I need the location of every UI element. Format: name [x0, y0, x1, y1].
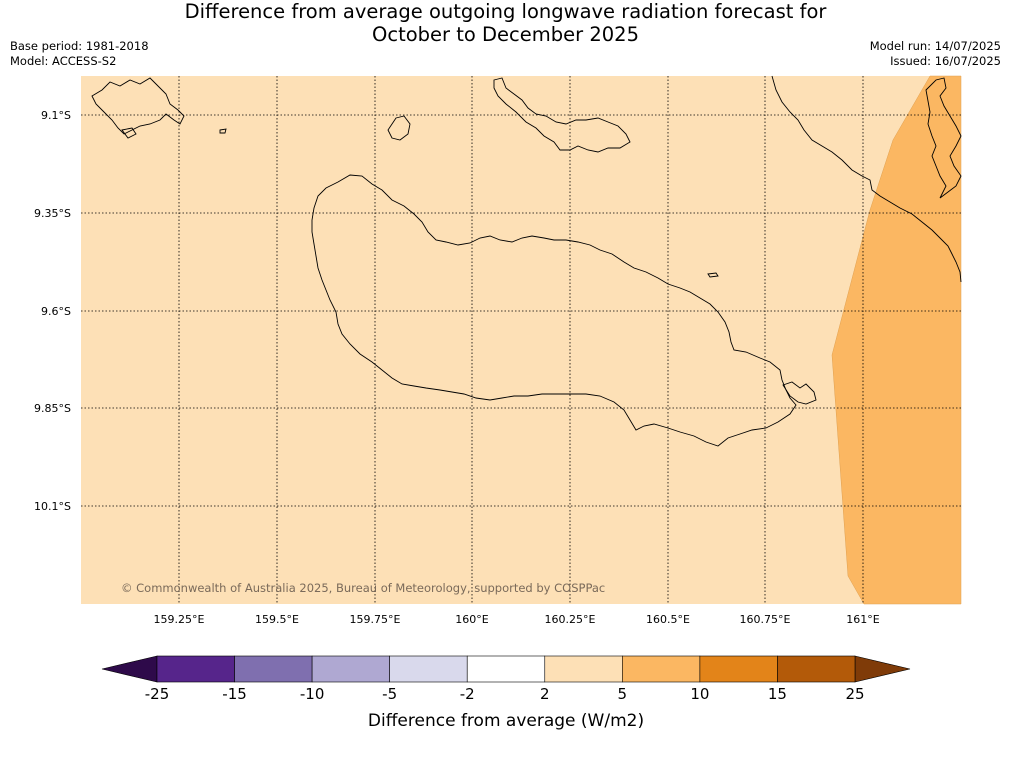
lat-tick-label: 10.1°S	[34, 500, 71, 513]
lon-tick-label: 159.25°E	[154, 613, 205, 626]
lon-tick-label: 160.5°E	[646, 613, 690, 626]
lon-tick-label: 160.75°E	[740, 613, 791, 626]
model-run-text: Model run: 14/07/2025	[869, 39, 1001, 53]
coastline-florida-islands	[493, 77, 631, 153]
colorbar-tick-label: -25	[145, 685, 170, 703]
colorbar-segment	[544, 655, 623, 683]
base-period-text: Base period: 1981-2018	[10, 39, 149, 53]
gridlines	[81, 76, 961, 604]
lat-tick-labels: 9.1°S 9.35°S 9.6°S 9.85°S 10.1°S	[34, 109, 71, 513]
coastline-nw-islet-b	[219, 128, 227, 134]
colorbar-tick-label: 2	[540, 685, 550, 703]
colorbar-tick-label: -10	[300, 685, 325, 703]
colorbar-segment	[389, 655, 468, 683]
colorbar-segment	[311, 655, 390, 683]
map-background	[81, 76, 961, 604]
colorbar-label: Difference from average (W/m2)	[368, 711, 644, 731]
colorbar-segment	[777, 655, 856, 683]
lon-tick-label: 161°E	[846, 613, 879, 626]
colorbar: -25 -15 -10 -5 -2 2 5 10 15 25	[101, 655, 911, 703]
meta-left: Base period: 1981-2018 Model: ACCESS-S2	[10, 39, 149, 69]
coastline-round-island	[387, 115, 411, 141]
colorbar-tick-label: -15	[222, 685, 247, 703]
colorbar-over-arrow	[854, 655, 911, 683]
coastline-ne-islands	[925, 77, 962, 199]
lon-tick-label: 159.75°E	[350, 613, 401, 626]
colorbar-tick-label: 10	[690, 685, 709, 703]
model-text: Model: ACCESS-S2	[10, 54, 117, 68]
coastline-malaita	[771, 75, 962, 283]
copyright-text: © Commonwealth of Australia 2025, Bureau…	[121, 581, 605, 595]
colorbar-segment	[466, 655, 546, 683]
colorbar-segment	[234, 655, 313, 683]
meta-right: Model run: 14/07/2025 Issued: 16/07/2025	[870, 39, 1001, 69]
title-line-1: Difference from average outgoing longwav…	[184, 0, 827, 23]
colorbar-segment	[699, 655, 778, 683]
lon-tick-label: 160°E	[455, 613, 488, 626]
lon-tick-labels: 159.25°E 159.5°E 159.75°E 160°E 160.25°E…	[154, 613, 880, 626]
colorbar-tick-label: 25	[845, 685, 864, 703]
colorbar-tick-label: 5	[618, 685, 628, 703]
colorbar-under-arrow	[101, 655, 158, 683]
coastline-nw-islands	[91, 77, 185, 135]
lat-tick-label: 9.6°S	[41, 305, 71, 318]
colorbar-segment	[622, 655, 701, 683]
colorbar-segment	[156, 655, 235, 683]
coastline-nw-islet-a	[121, 127, 137, 139]
coastline-islet-small	[707, 272, 719, 278]
lat-tick-label: 9.35°S	[34, 207, 71, 220]
lat-tick-label: 9.85°S	[34, 402, 71, 415]
lon-tick-label: 159.5°E	[255, 613, 299, 626]
colorbar-tick-label: -2	[460, 685, 475, 703]
title-line-2: October to December 2025	[372, 23, 639, 46]
anomaly-region-5-10	[831, 75, 962, 605]
lon-tick-label: 160.25°E	[545, 613, 596, 626]
coastline-main-island	[311, 174, 797, 447]
coastlines	[91, 75, 962, 447]
colorbar-tick-label: -5	[382, 685, 397, 703]
lat-tick-label: 9.1°S	[41, 109, 71, 122]
issued-text: Issued: 16/07/2025	[890, 54, 1001, 68]
chart-title: Difference from average outgoing longwav…	[0, 0, 1011, 46]
colorbar-tick-label: 15	[768, 685, 787, 703]
coastline-islet-east	[782, 381, 817, 405]
